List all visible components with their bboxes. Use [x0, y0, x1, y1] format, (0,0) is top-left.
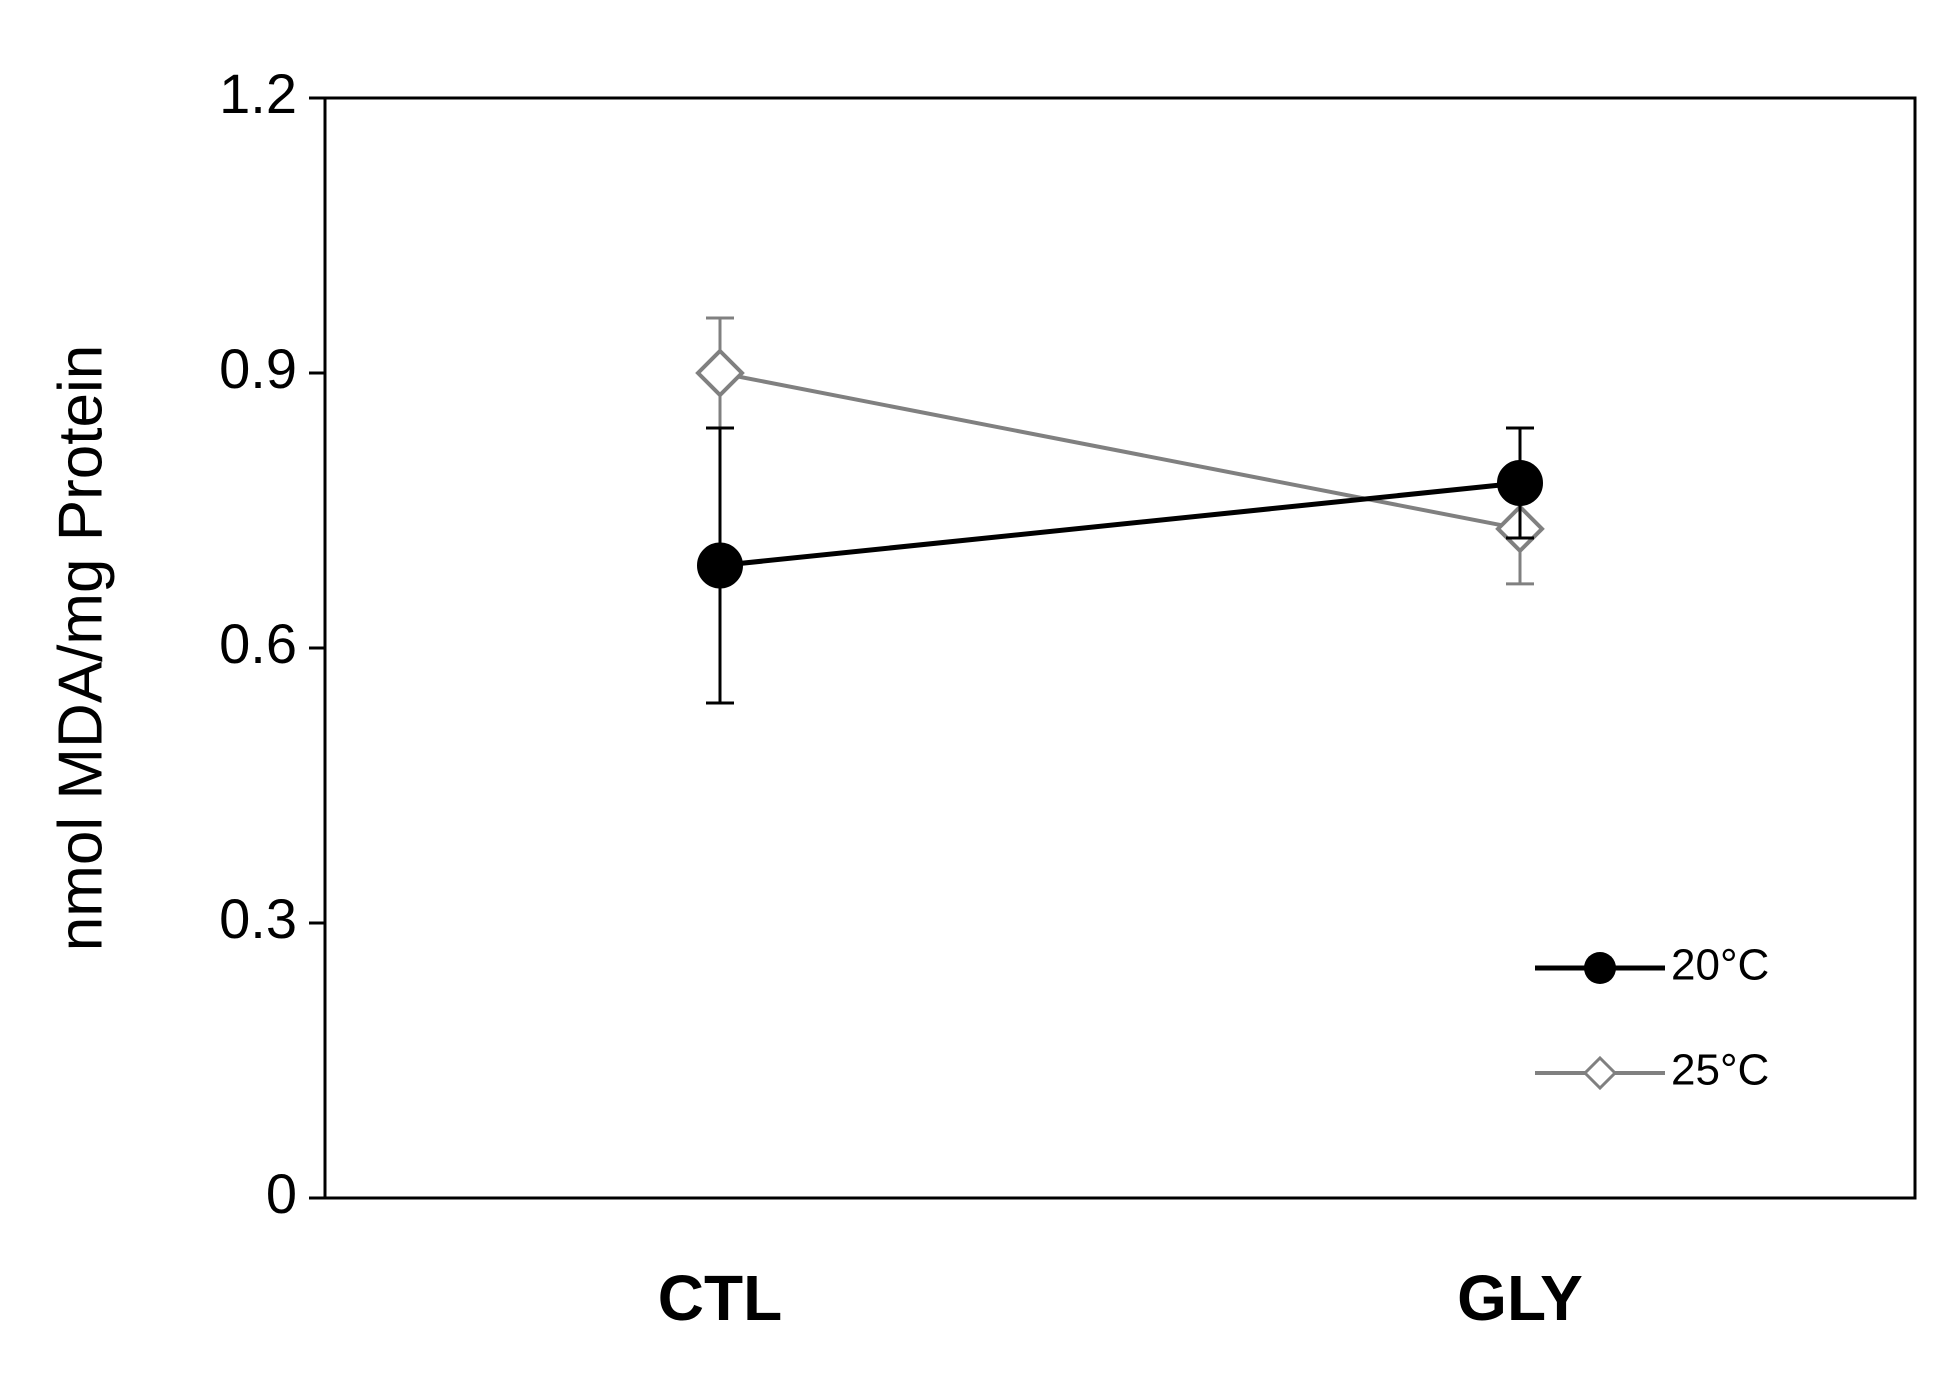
y-axis-ticks: 0 0.3 0.6 0.9 1.2: [219, 62, 325, 1225]
legend: 20°C 25°C: [1535, 941, 1769, 1095]
legend-label: 25°C: [1671, 1046, 1769, 1095]
y-tick-label: 0.3: [219, 887, 297, 950]
data-point-marker: [695, 348, 745, 398]
y-tick-label: 1.2: [219, 62, 297, 125]
series-25c: [695, 316, 1545, 586]
y-tick-label: 0.6: [219, 612, 297, 675]
y-tick-label: 0: [266, 1162, 297, 1225]
y-tick-label: 0.9: [219, 337, 297, 400]
legend-marker: [1584, 952, 1616, 984]
plot-area-frame: [323, 96, 1917, 1200]
legend-item: 20°C: [1535, 941, 1769, 990]
data-point-marker: [1497, 460, 1543, 506]
x-category-label: CTL: [658, 1262, 782, 1334]
x-category-label: GLY: [1457, 1262, 1583, 1334]
series-line: [719, 371, 1521, 531]
legend-item: 25°C: [1535, 1046, 1769, 1095]
series-line: [719, 480, 1521, 568]
series-20c: [697, 426, 1543, 705]
data-point-marker: [697, 542, 743, 589]
series-layer: [695, 316, 1545, 705]
legend-label: 20°C: [1671, 941, 1769, 990]
y-axis-title: nmol MDA/mg Protein: [46, 345, 115, 951]
x-axis-labels: CTL GLY: [658, 1262, 1583, 1334]
legend-marker: [1582, 1055, 1618, 1091]
